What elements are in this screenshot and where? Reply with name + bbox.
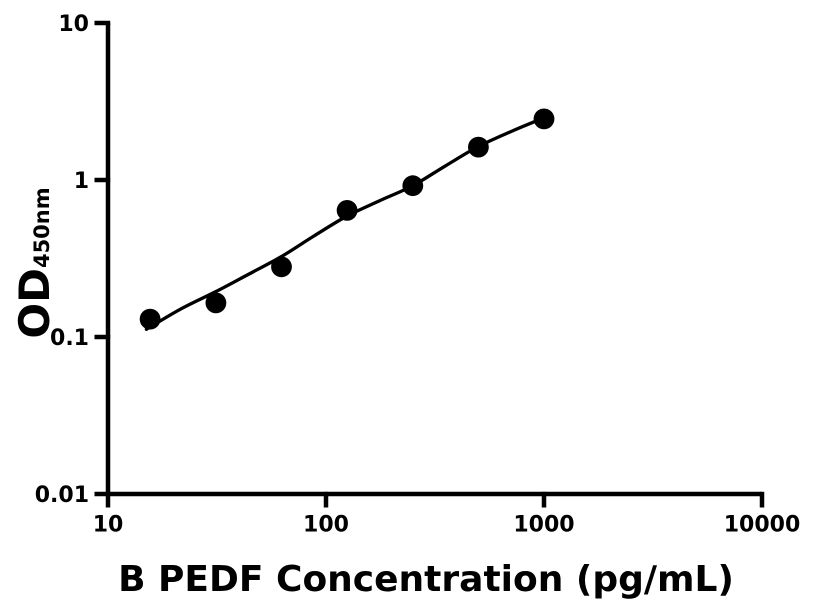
axis-tick-labels: 10 100 1000 10000 10 1 0.1 0.01	[35, 12, 801, 538]
x-tick-label: 1000	[513, 513, 574, 538]
data-point	[336, 200, 358, 221]
x-tick-label: 10000	[724, 513, 801, 538]
data-point	[205, 292, 227, 314]
x-axis-title: B PEDF Concentration (pg/mL)	[118, 559, 734, 600]
y-tick-label: 0.01	[35, 483, 89, 508]
y-tick-label: 1	[74, 169, 89, 194]
data-point	[139, 308, 161, 330]
data-point	[533, 108, 555, 130]
y-axis-title: OD450nm	[10, 187, 59, 338]
y-axis-title-main: OD	[10, 268, 59, 339]
data-points	[139, 108, 555, 330]
data-point	[402, 175, 424, 197]
y-tick-label: 10	[58, 12, 89, 37]
x-tick-label: 100	[303, 513, 349, 538]
axis-spines	[105, 23, 762, 497]
y-tick-label: 0.1	[50, 326, 89, 351]
axes	[105, 23, 762, 497]
x-tick-label: 10	[93, 513, 124, 538]
data-point	[271, 256, 292, 278]
data-point	[468, 136, 489, 158]
axis-ticks	[94, 20, 765, 508]
y-axis-title-subscript: 450nm	[30, 187, 54, 268]
